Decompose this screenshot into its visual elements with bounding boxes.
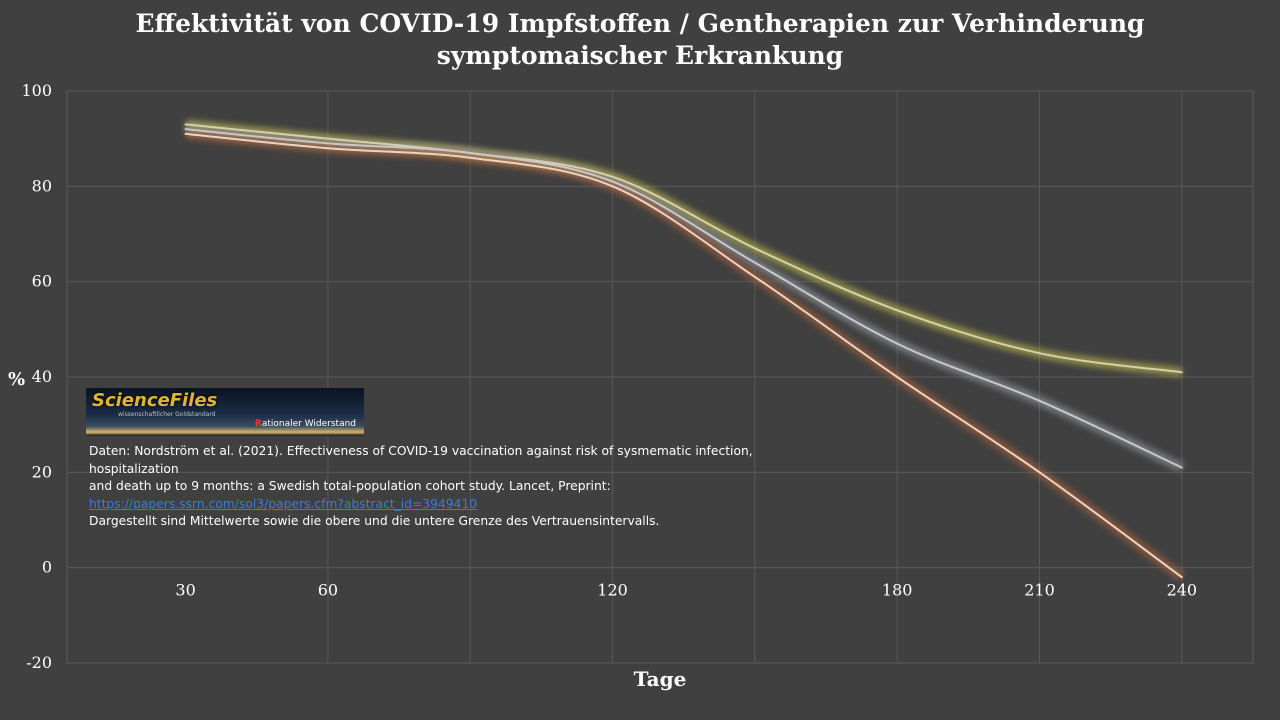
x-axis-label: Tage: [634, 667, 687, 691]
series-lines: [184, 123, 1183, 579]
series-3-line: [184, 132, 1183, 579]
x-tick-label: 240: [1167, 581, 1198, 600]
x-tick-label: 180: [882, 581, 913, 600]
logo-subtitle-initial: R: [254, 419, 262, 429]
logo-tagline: wissenschaftlicher Goldstandard: [118, 411, 216, 418]
chart-title-line-2: symptomaischer Erkrankung: [436, 41, 844, 70]
series-1-glow: [185, 119, 1183, 378]
logo-name: ScienceFiles: [92, 390, 218, 411]
x-tick-label: 120: [597, 581, 628, 600]
y-tick-labels: -20 0 20 40 60 80 100: [21, 81, 52, 672]
y-axis-label: %: [8, 369, 25, 390]
grid-lines: [66, 90, 1254, 664]
source-line-1: Daten: Nordström et al. (2021). Effectiv…: [89, 444, 753, 476]
chart-title-line-1: Effektivität von COVID-19 Impfstoffen / …: [135, 9, 1145, 38]
x-tick-labels: 30 60 120 180 210 240: [175, 581, 1197, 600]
y-tick-label: 100: [21, 81, 52, 100]
series-1-line: [184, 123, 1183, 374]
y-tick-label: 40: [32, 367, 52, 386]
y-tick-label: 20: [32, 462, 52, 481]
y-tick-label: 80: [32, 176, 52, 195]
x-tick-label: 30: [175, 581, 195, 600]
y-tick-label: 60: [32, 272, 52, 291]
x-tick-label: 60: [318, 581, 338, 600]
source-note: Daten: Nordström et al. (2021). Effectiv…: [89, 443, 829, 531]
series-2-line: [184, 128, 1183, 469]
logo-subtitle: Rationaler Widerstand: [255, 419, 356, 429]
logo-subtitle-rest: ationaler Widerstand: [261, 419, 356, 429]
chart-title: Effektivität von COVID-19 Impfstoffen / …: [0, 8, 1280, 72]
y-tick-label: 0: [42, 558, 52, 577]
source-line-2: and death up to 9 months: a Swedish tota…: [89, 479, 611, 493]
x-tick-label: 210: [1024, 581, 1055, 600]
sciencefiles-logo: ScienceFiles wissenschaftlicher Goldstan…: [86, 388, 364, 436]
source-link[interactable]: https://papers.ssrn.com/sol3/papers.cfm?…: [89, 496, 478, 511]
y-tick-label: -20: [26, 653, 52, 672]
source-line-4: Dargestellt sind Mittelwerte sowie die o…: [89, 514, 660, 528]
